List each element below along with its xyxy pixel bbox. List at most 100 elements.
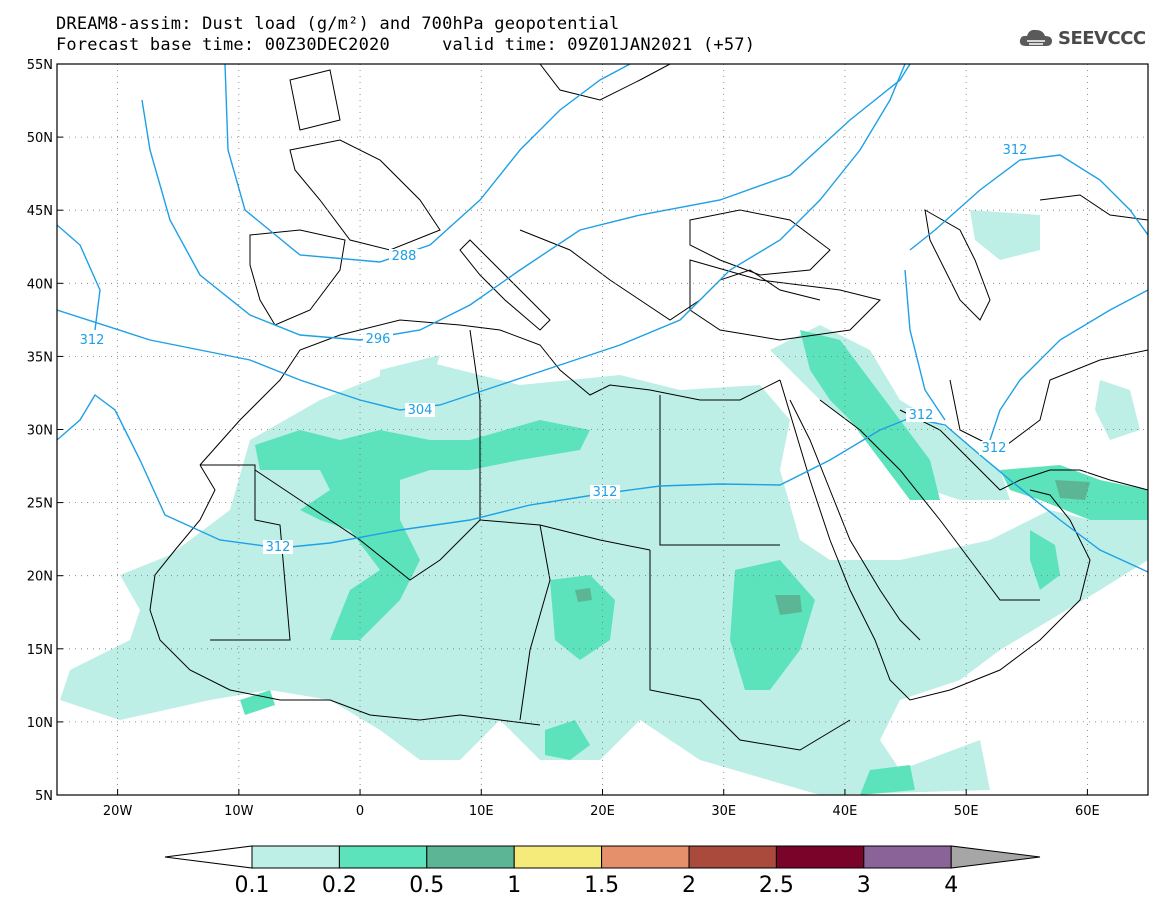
coastline-iberia [249, 229, 346, 326]
contour-label: 312 [1003, 143, 1028, 158]
colorbar-segment [338, 845, 428, 869]
colorbar-tick-label: 2.5 [759, 873, 794, 898]
contour-label: 312 [593, 485, 618, 500]
dust-band-iraq [800, 330, 940, 500]
dust-core-sudan [775, 595, 802, 615]
colorbar-tick-label: 2 [682, 873, 696, 898]
lat-label: 45N [27, 204, 53, 219]
coastline-north-africa [199, 319, 781, 466]
colorbar-segment [688, 845, 777, 869]
colorbar-arrow-right [950, 845, 1041, 869]
lon-label: 20E [590, 804, 615, 819]
dust-area-iran [1095, 380, 1140, 440]
contour-label: 296 [366, 332, 391, 347]
dust-area-sahara [60, 360, 1148, 795]
border-libya-egypt [659, 395, 780, 546]
dust-blob-sahel [240, 690, 275, 715]
contour-label: 312 [80, 333, 105, 348]
border-kazakh [1039, 194, 1148, 221]
lon-label: 10W [224, 804, 254, 819]
contour-label-bg [363, 332, 393, 346]
coastline-france-uk [289, 69, 441, 251]
coastline-west-africa [149, 464, 541, 726]
colorbar: 0.1 0.2 0.5 1 1.5 2 2.5 3 4 [164, 845, 1041, 898]
contour-label-bg [405, 403, 435, 417]
forecast-time-subtitle: Forecast base time: 00Z30DEC2020 valid t… [56, 35, 756, 55]
seevccc-logo: SEEVCCC [1018, 26, 1146, 50]
lat-label: 20N [27, 570, 53, 585]
border-algeria [469, 329, 481, 520]
lon-label: 60E [1075, 804, 1100, 819]
lat-label: 5N [35, 789, 53, 804]
longitude-labels: 20W 10W 0 10E 20E 30E 40E 50E 60E [103, 789, 1100, 819]
contour-label: 312 [909, 408, 934, 423]
colorbar-segment [513, 845, 603, 869]
latitude-labels: 55N 50N 45N 40N 35N 30N 25N 20N 15N 10N 5N [27, 58, 63, 804]
colorbar-tick-label: 1.5 [584, 873, 619, 898]
contour-label-bg [389, 249, 419, 263]
coastline-gulf [899, 409, 1148, 491]
coastline-balkans [519, 229, 821, 321]
colorbar-tick-label: 0.1 [235, 873, 270, 898]
map-title: DREAM8-assim: Dust load (g/m²) and 700hP… [56, 14, 620, 34]
colorbar-segment [251, 845, 340, 869]
coastline-arabia-west [789, 399, 921, 641]
border-iran [949, 349, 1148, 451]
contour-label: 288 [392, 249, 417, 264]
lon-label: 40E [833, 804, 858, 819]
contour-312-caspian [909, 154, 1148, 251]
lon-label: 30E [711, 804, 736, 819]
cloud-logo-icon [1019, 29, 1052, 46]
coastline-italy [459, 239, 551, 331]
contour-312-ne [989, 289, 1148, 441]
dust-blob-sudan [730, 560, 815, 690]
contour-label-bg [979, 441, 1009, 455]
contour-288 [224, 64, 631, 263]
dust-band-north [255, 420, 590, 640]
dust-core-uae [1055, 480, 1090, 500]
coastline-caspian [924, 209, 991, 321]
coastline-red-sea [779, 379, 1091, 701]
dust-area-caspian [970, 210, 1040, 260]
colorbar-arrow-left [164, 845, 253, 869]
lat-label: 50N [27, 131, 53, 146]
lat-label: 10N [27, 716, 53, 731]
contour-label-bg [1000, 143, 1030, 157]
coastline-scandinavia [539, 64, 671, 101]
dust-blob-chad [550, 575, 615, 660]
colorbar-tick-label: 0.2 [322, 873, 357, 898]
colorbar-segment [775, 845, 865, 869]
contour-label: 312 [266, 540, 291, 555]
lat-label: 35N [27, 350, 53, 365]
contour-label-bg [263, 540, 293, 554]
colorbar-tick-label: 0.5 [409, 873, 444, 898]
lon-label: 50E [954, 804, 979, 819]
dust-area-morocco [380, 355, 440, 390]
lon-label: 20W [103, 804, 133, 819]
lat-label: 30N [27, 424, 53, 439]
dust-blob-chad-south [545, 720, 590, 760]
lat-label: 55N [27, 58, 53, 73]
dust-blob-oman [1030, 530, 1060, 590]
colorbar-segment [863, 845, 952, 869]
coastlines-and-borders [149, 64, 1148, 751]
lon-label: 10E [469, 804, 494, 819]
contour-labels: 288 296 304 312 312 312 312 312 312 [77, 143, 1030, 555]
lat-label: 15N [27, 643, 53, 658]
dust-load-shading [60, 210, 1148, 795]
colorbar-tick-label: 1 [507, 873, 521, 898]
contour-label-bg [77, 333, 107, 347]
logo-text: SEEVCCC [1058, 27, 1146, 49]
lat-label: 40N [27, 277, 53, 292]
contour-label: 312 [982, 441, 1007, 456]
colorbar-tick-label: 4 [944, 873, 958, 898]
dust-blob-horn [860, 765, 915, 795]
contour-label: 304 [408, 403, 433, 418]
contour-312-west [57, 224, 101, 331]
lon-label: 0 [356, 804, 364, 819]
border-saudi [819, 399, 1040, 601]
contour-296 [141, 64, 911, 341]
lat-label: 25N [27, 497, 53, 512]
dust-core-chad [575, 588, 592, 602]
